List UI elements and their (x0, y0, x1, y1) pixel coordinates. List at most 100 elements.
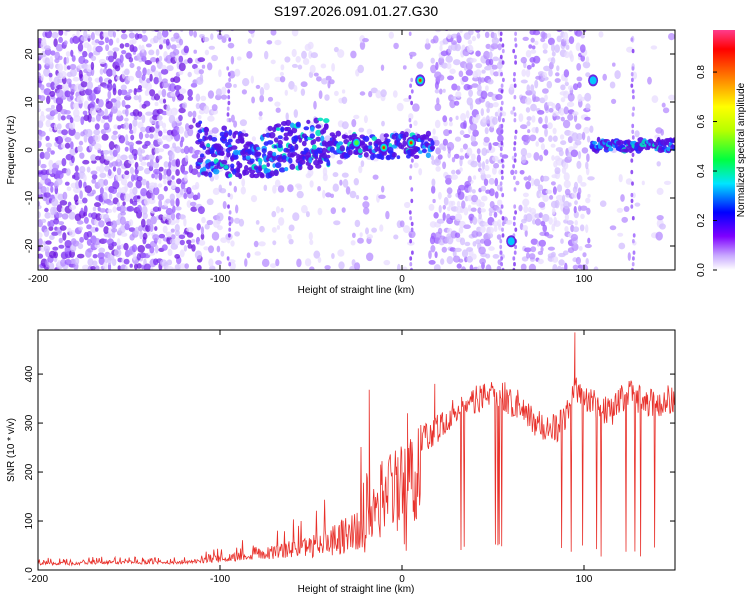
spectrogram-cell (497, 43, 502, 51)
spectrogram-cell (208, 45, 215, 50)
spectrogram-cell (167, 248, 173, 256)
spectrogram-cell (275, 162, 282, 169)
spectrogram-cell (434, 88, 440, 94)
spectrogram-cell (98, 220, 105, 228)
spectrogram-cell (455, 169, 461, 175)
spectrogram-cell (64, 137, 72, 143)
spectrogram-cell (454, 136, 462, 142)
spectrogram-cell (564, 81, 569, 87)
spectrogram-cell (337, 249, 345, 257)
spectrogram-cell (483, 238, 492, 247)
spectrogram-cell (552, 127, 557, 135)
spectrogram-cell (271, 227, 277, 233)
snr-ytick-label: 0 (24, 567, 35, 573)
spectrogram-cell (438, 191, 442, 200)
spectrogram-cell (137, 33, 143, 39)
spectrogram-cell (169, 193, 175, 201)
spectrogram-cell (330, 153, 336, 159)
spectrogram-cell (49, 90, 56, 97)
spectrogram-cell (273, 137, 279, 143)
spectrogram-cell (126, 205, 134, 212)
spectrogram-cell (73, 30, 75, 31)
spectrogram-cell (39, 114, 46, 122)
spectrogram-cell (295, 121, 301, 128)
spectrogram-cell (311, 144, 317, 150)
spectrogram-cell (38, 120, 44, 129)
spectrogram-cell (203, 126, 210, 133)
spectrogram-cell (173, 76, 181, 83)
spectrogram-cell (183, 192, 188, 200)
spectrogram-cell (410, 221, 414, 227)
spectrogram-cell (480, 108, 484, 117)
spectrogram-cell (500, 123, 504, 129)
spectrogram-cell (249, 169, 256, 174)
spectrogram-cell (197, 171, 201, 178)
spectrogram-cell (175, 218, 180, 224)
spectrogram-cell (178, 114, 183, 122)
spectrogram-cell (556, 35, 562, 43)
spectrogram-cell (666, 146, 671, 152)
spectrogram-cell (216, 245, 221, 253)
spectrogram-cell (410, 198, 414, 204)
spectrogram-cell (168, 219, 176, 226)
spectrogram-cell (546, 80, 553, 89)
spectrogram-cell (304, 258, 312, 267)
spectrogram-cell (442, 115, 448, 123)
spectrogram-cell (452, 250, 457, 257)
spectrogram-cell (112, 68, 117, 77)
spectrogram-cell (483, 136, 490, 143)
spectrogram-cell (143, 197, 150, 206)
spectrogram-cell (521, 69, 527, 77)
spectrogram-cell (47, 115, 55, 121)
spectrogram-cell (75, 180, 80, 190)
spectrogram-cell (41, 218, 47, 223)
spectrogram-cell (157, 206, 162, 212)
spectrogram-cell (142, 232, 148, 240)
spectrogram-cell (563, 180, 571, 189)
spectrogram-cell (295, 183, 302, 188)
spectrogram-cell (128, 219, 134, 227)
spectrogram-cell (121, 50, 127, 55)
spectrogram-cell (471, 194, 479, 203)
spectrogram-cell (69, 204, 77, 211)
spectrogram-cell (618, 242, 626, 250)
spectrogram-cell (451, 83, 458, 91)
spectrogram-cell (188, 124, 194, 129)
spectrogram-cell (178, 234, 186, 240)
spectrogram-cell (48, 262, 55, 270)
spectrogram-cell (86, 224, 92, 230)
spectrogram-cell (435, 166, 441, 172)
spectrogram-cell (101, 23, 106, 30)
spectrogram-cell (267, 140, 274, 145)
spectrogram-cell (589, 76, 597, 85)
spectrogram-cell (514, 31, 517, 36)
spectrogram-cell (473, 175, 477, 180)
spectrogram-cell (186, 186, 192, 195)
spectrogram-cell (227, 192, 231, 198)
spectrogram-cell (323, 118, 330, 124)
spectrogram-cell (326, 154, 331, 159)
spectrogram-cell (217, 145, 224, 152)
spectrogram-cell (512, 221, 516, 227)
spectrogram-cell (552, 135, 558, 142)
spectrogram-cell (170, 228, 175, 233)
spectrogram-cell (188, 30, 194, 37)
spectrogram-cell (273, 169, 279, 176)
spectrogram-cell (120, 84, 127, 91)
spectrogram-cell (526, 84, 531, 92)
spectrogram-cell (139, 49, 147, 58)
spectrogram-cell (631, 112, 635, 117)
spectrogram-cell (161, 244, 168, 251)
spectrogram-cell (128, 159, 135, 164)
spectrogram-cell (178, 126, 184, 134)
spectrogram-cell (345, 186, 351, 195)
spectrogram-cell (501, 43, 505, 48)
spectrogram-cell (371, 227, 377, 233)
spectrogram-cell (280, 64, 285, 71)
spectrogram-cell (211, 104, 218, 112)
spectrogram-cell (51, 231, 59, 236)
spectrogram-cell (584, 92, 592, 102)
spectrogram-cell (522, 36, 529, 42)
spectrogram-cell (432, 128, 436, 135)
spectrogram-cell (393, 42, 399, 50)
